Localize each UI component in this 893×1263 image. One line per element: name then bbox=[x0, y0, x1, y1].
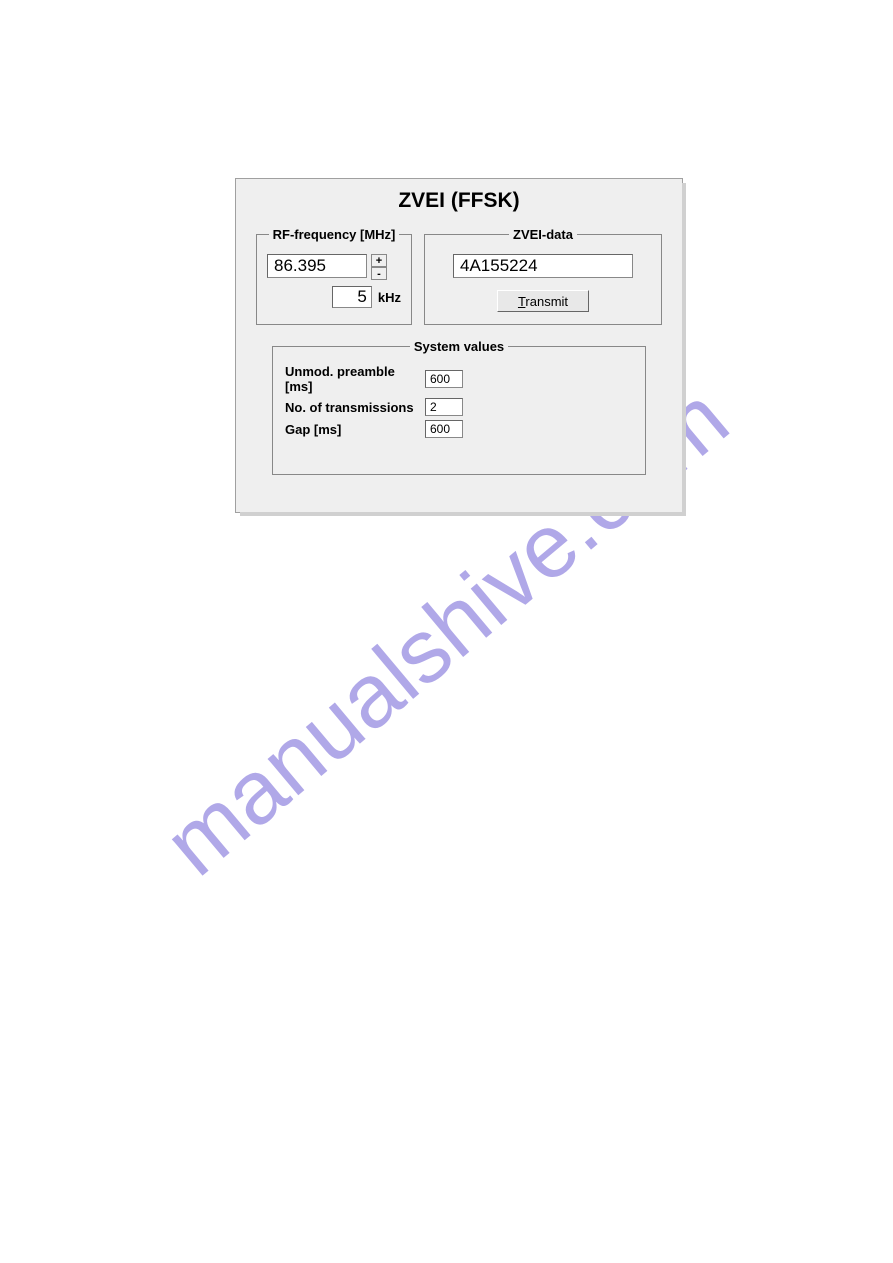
zvei-data-row bbox=[435, 254, 651, 278]
sys-row-preamble: Unmod. preamble [ms] bbox=[285, 364, 633, 394]
zvei-data-group: ZVEI-data Transmit bbox=[424, 227, 662, 325]
sys-row-transmissions: No. of transmissions bbox=[285, 398, 633, 416]
rf-step-row: kHz bbox=[267, 286, 401, 308]
rf-inc-button[interactable]: + bbox=[371, 254, 387, 267]
zvei-panel-inner: ZVEI (FFSK) RF-frequency [MHz] + - kHz Z… bbox=[236, 179, 682, 512]
rf-frequency-input[interactable] bbox=[267, 254, 367, 278]
system-values-legend: System values bbox=[410, 339, 508, 354]
zvei-data-legend: ZVEI-data bbox=[509, 227, 577, 242]
rf-spinner: + - bbox=[371, 254, 387, 280]
transmissions-label: No. of transmissions bbox=[285, 400, 425, 415]
transmit-button[interactable]: Transmit bbox=[497, 290, 589, 312]
panel-title: ZVEI (FFSK) bbox=[256, 189, 662, 213]
zvei-data-input[interactable] bbox=[453, 254, 633, 278]
zvei-panel: ZVEI (FFSK) RF-frequency [MHz] + - kHz Z… bbox=[235, 178, 683, 513]
rf-frequency-group: RF-frequency [MHz] + - kHz bbox=[256, 227, 412, 325]
rf-row: + - bbox=[267, 254, 401, 280]
preamble-input[interactable] bbox=[425, 370, 463, 388]
rf-step-input[interactable] bbox=[332, 286, 372, 308]
top-row: RF-frequency [MHz] + - kHz ZVEI-data bbox=[256, 227, 662, 325]
preamble-label: Unmod. preamble [ms] bbox=[285, 364, 425, 394]
transmit-rest: ransmit bbox=[525, 294, 568, 309]
rf-dec-button[interactable]: - bbox=[371, 267, 387, 280]
transmit-row: Transmit bbox=[435, 290, 651, 312]
transmissions-input[interactable] bbox=[425, 398, 463, 416]
gap-label: Gap [ms] bbox=[285, 422, 425, 437]
sys-row-gap: Gap [ms] bbox=[285, 420, 633, 438]
gap-input[interactable] bbox=[425, 420, 463, 438]
system-values-group: System values Unmod. preamble [ms] No. o… bbox=[272, 339, 646, 475]
rf-frequency-legend: RF-frequency [MHz] bbox=[269, 227, 400, 242]
rf-step-unit: kHz bbox=[378, 290, 401, 305]
